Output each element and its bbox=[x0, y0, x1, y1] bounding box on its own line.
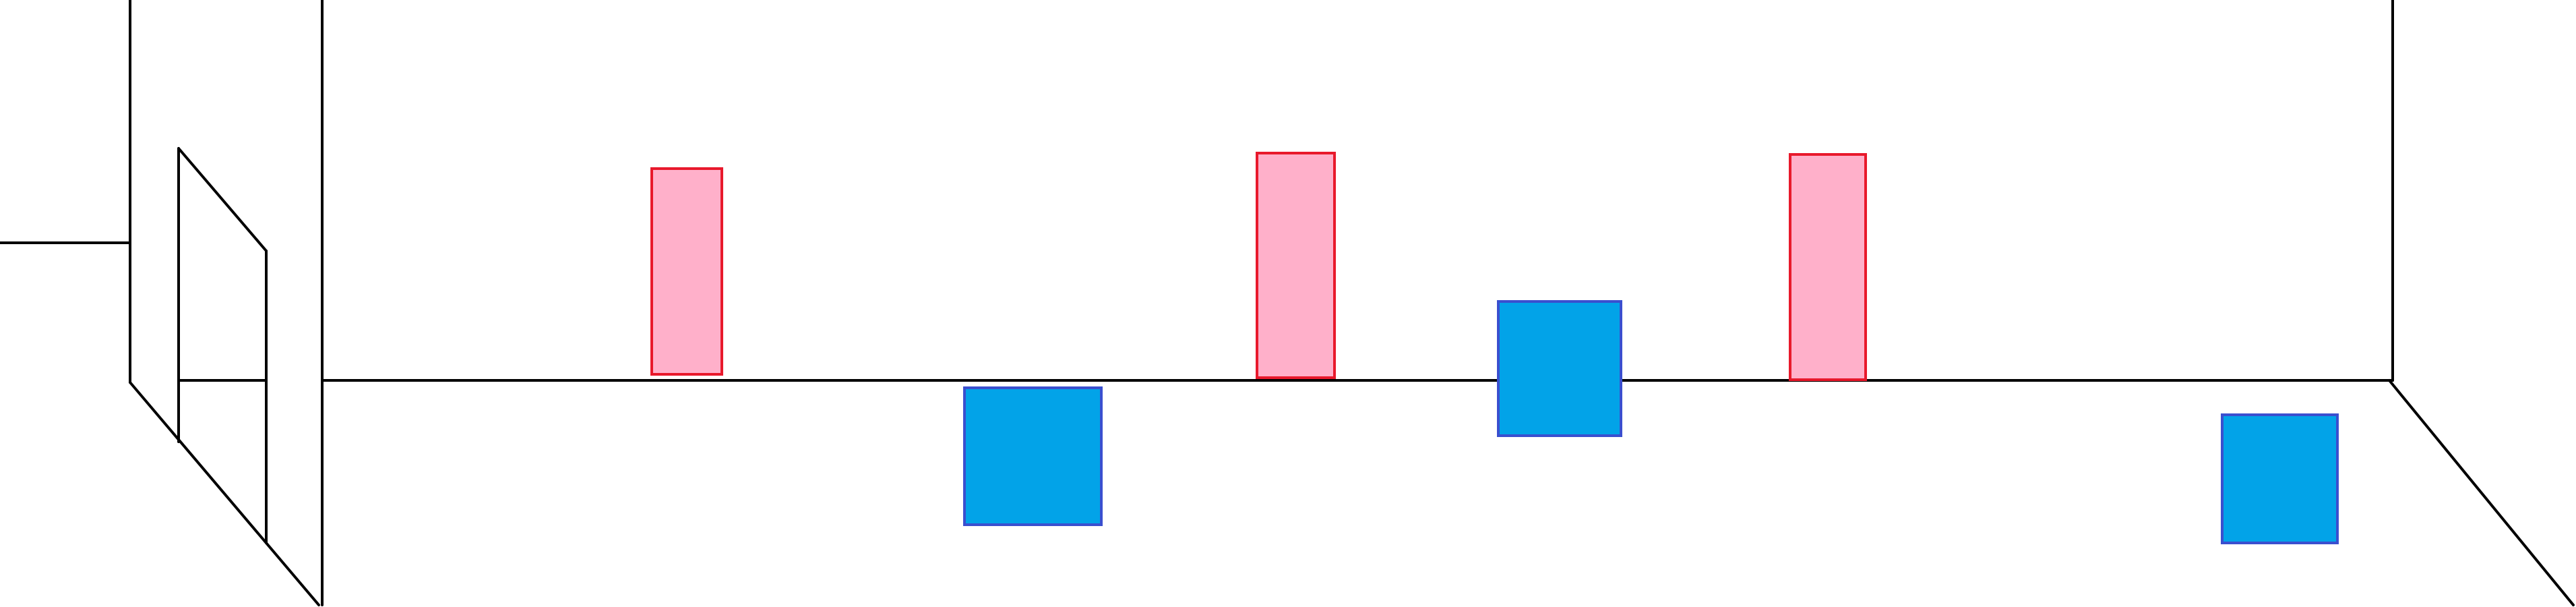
pink-block-1 bbox=[650, 167, 723, 376]
right-wall-frame bbox=[2388, 0, 2575, 606]
door-panel bbox=[177, 147, 268, 544]
left-door-frame bbox=[0, 0, 324, 606]
pink-block-3 bbox=[1789, 153, 1867, 381]
door-top-edge bbox=[177, 147, 268, 252]
right-floor-diagonal bbox=[2388, 379, 2575, 606]
left-floor-diagonal bbox=[129, 381, 320, 606]
blue-block-1 bbox=[963, 386, 1103, 526]
blue-block-2 bbox=[1497, 300, 1622, 437]
pink-block-2 bbox=[1256, 152, 1336, 379]
blue-block-3 bbox=[2221, 413, 2339, 544]
